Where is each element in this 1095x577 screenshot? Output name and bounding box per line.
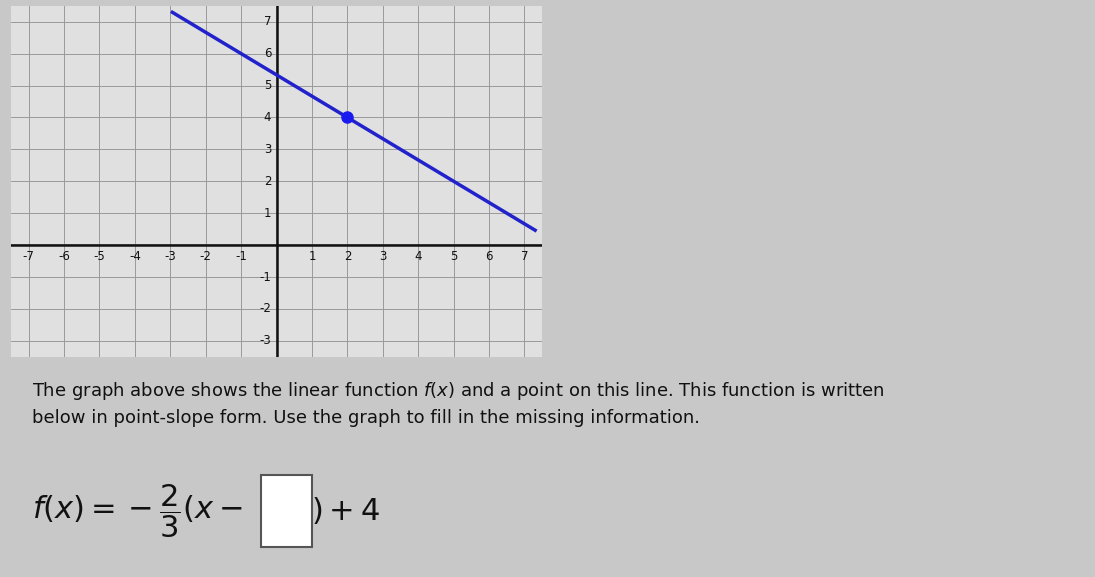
- Text: $)+4$: $)+4$: [311, 496, 380, 526]
- Text: -4: -4: [129, 250, 141, 263]
- Text: -3: -3: [164, 250, 176, 263]
- Text: -2: -2: [260, 302, 272, 316]
- Text: 3: 3: [264, 143, 272, 156]
- Text: 2: 2: [264, 175, 272, 188]
- Text: -3: -3: [260, 334, 272, 347]
- Text: 4: 4: [415, 250, 422, 263]
- Text: 4: 4: [264, 111, 272, 124]
- Text: -1: -1: [235, 250, 247, 263]
- Text: 5: 5: [450, 250, 458, 263]
- Text: 6: 6: [264, 47, 272, 60]
- Text: 2: 2: [344, 250, 351, 263]
- Text: -6: -6: [58, 250, 70, 263]
- Text: 6: 6: [485, 250, 493, 263]
- Text: 1: 1: [308, 250, 315, 263]
- Text: -7: -7: [23, 250, 35, 263]
- Text: The graph above shows the linear function $f(x)$ and a point on this line. This : The graph above shows the linear functio…: [33, 380, 885, 427]
- Text: -5: -5: [93, 250, 105, 263]
- Text: 7: 7: [264, 15, 272, 28]
- Text: -2: -2: [199, 250, 211, 263]
- Text: 5: 5: [264, 79, 272, 92]
- Text: -1: -1: [260, 271, 272, 283]
- FancyBboxPatch shape: [261, 475, 312, 547]
- Text: 1: 1: [264, 207, 272, 220]
- Text: 7: 7: [521, 250, 528, 263]
- Text: $f(x)=-\dfrac{2}{3}(x-$: $f(x)=-\dfrac{2}{3}(x-$: [33, 482, 243, 539]
- Text: 3: 3: [379, 250, 387, 263]
